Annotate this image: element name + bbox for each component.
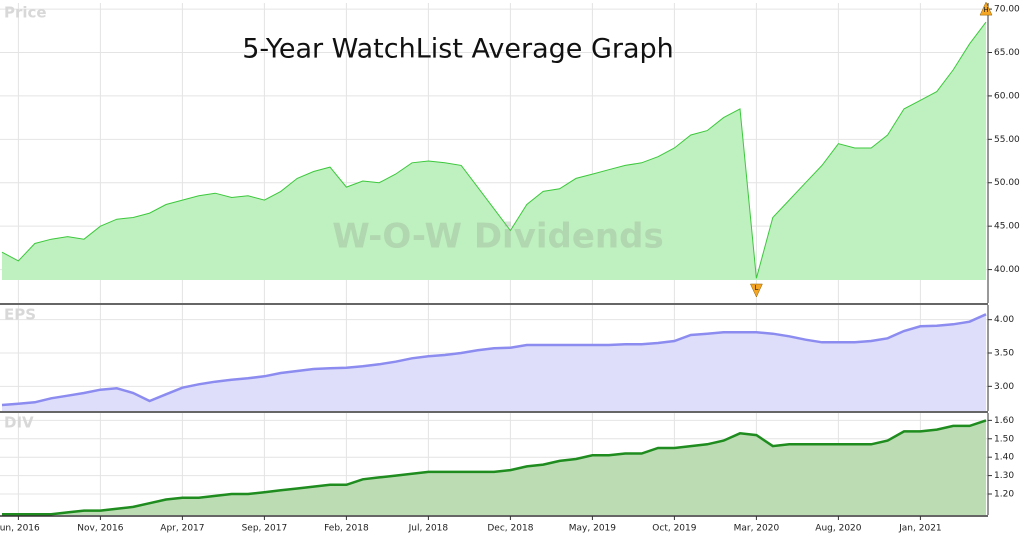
y-tick-label: 1.50 (994, 434, 1014, 444)
y-tick-label: 4.00 (994, 315, 1014, 325)
x-tick-label: Apr, 2017 (160, 524, 204, 534)
x-tick-label: Nov, 2016 (77, 524, 123, 534)
y-tick-label: 1.60 (994, 416, 1014, 426)
area (2, 22, 986, 280)
y-tick-label: 60.00 (994, 91, 1020, 101)
y-tick-label: 1.20 (994, 490, 1014, 500)
y-tick-label: 45.00 (994, 222, 1020, 232)
y-tick-label: 70.00 (994, 5, 1020, 15)
chart-title: 5-Year WatchList Average Graph (242, 34, 674, 65)
area (2, 314, 986, 411)
high-label: H (983, 6, 988, 14)
x-tick-label: Feb, 2018 (324, 524, 369, 534)
x-tick-label: Dec, 2018 (487, 524, 533, 534)
x-tick-label: Mar, 2020 (734, 524, 780, 534)
x-tick-label: May, 2019 (569, 524, 617, 534)
y-tick-label: 3.00 (994, 382, 1014, 392)
line (1, 21, 987, 279)
watermark: W-O-W Dividends (332, 217, 663, 257)
y-tick-label: 1.40 (994, 453, 1014, 463)
y-tick-label: 1.30 (994, 471, 1014, 481)
y-tick-label: 55.00 (994, 135, 1020, 145)
low-label: L (754, 284, 758, 292)
y-tick-label: 65.00 (994, 48, 1020, 58)
x-tick-label: Jul, 2018 (408, 524, 449, 534)
x-tick-label: Jan, 2021 (898, 524, 942, 534)
y-tick-label: 3.50 (994, 349, 1014, 359)
x-tick-label: Sep, 2017 (242, 524, 288, 534)
low-marker (750, 283, 763, 298)
x-tick-label: Jun, 2016 (0, 524, 40, 534)
y-tick-label: 40.00 (994, 265, 1020, 275)
x-tick-label: Oct, 2019 (652, 524, 696, 534)
line (2, 419, 987, 516)
area (2, 420, 986, 515)
x-tick-label: Aug, 2020 (815, 524, 861, 534)
panel-label: Price (4, 4, 47, 22)
high-marker (979, 1, 993, 16)
line (1, 313, 987, 407)
y-tick-label: 50.00 (994, 178, 1020, 188)
panel-label: DIV (4, 414, 34, 432)
panel-label: EPS (4, 306, 36, 324)
